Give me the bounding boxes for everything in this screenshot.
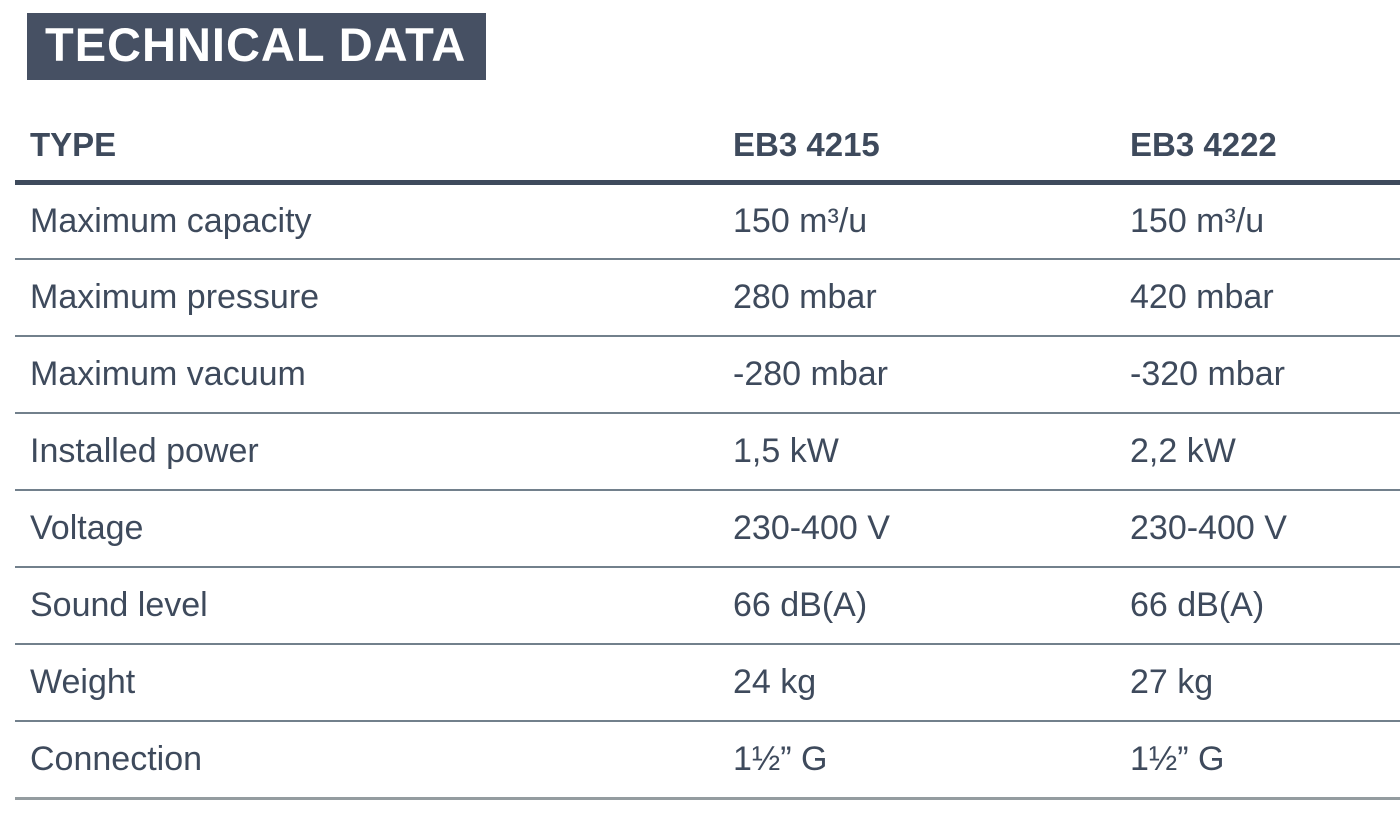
row-value-model-1: 66 dB(A)	[733, 567, 1130, 645]
row-label: Weight	[15, 644, 733, 722]
table-row: Maximum capacity 150 m³/u 150 m³/u	[15, 182, 1400, 260]
section-title: TECHNICAL DATA	[27, 13, 487, 80]
row-label: Sound level	[15, 567, 733, 645]
row-value-model-2: 66 dB(A)	[1130, 567, 1400, 645]
row-value-model-1: -280 mbar	[733, 336, 1130, 414]
row-label: Installed power	[15, 413, 733, 491]
row-value-model-1: 24 kg	[733, 644, 1130, 722]
column-header-type: TYPE	[15, 110, 733, 185]
row-value-model-1: 1,5 kW	[733, 413, 1130, 491]
row-value-model-2: 27 kg	[1130, 644, 1400, 722]
row-value-model-2: 420 mbar	[1130, 259, 1400, 337]
table-row: Installed power 1,5 kW 2,2 kW	[15, 413, 1400, 491]
row-label: Connection	[15, 721, 733, 800]
technical-data-table: TYPE EB3 4215 EB3 4222 Maximum capacity 1…	[15, 110, 1400, 800]
header-row: TYPE EB3 4215 EB3 4222	[15, 110, 1400, 185]
row-label: Maximum capacity	[15, 182, 733, 260]
row-value-model-1: 150 m³/u	[733, 182, 1130, 260]
row-value-model-2: 1½” G	[1130, 721, 1400, 800]
column-header-model-2: EB3 4222	[1130, 110, 1400, 185]
table-row: Maximum vacuum -280 mbar -320 mbar	[15, 336, 1400, 414]
row-value-model-1: 230-400 V	[733, 490, 1130, 568]
table-row: Sound level 66 dB(A) 66 dB(A)	[15, 567, 1400, 645]
row-value-model-2: 150 m³/u	[1130, 182, 1400, 260]
table-row: Maximum pressure 280 mbar 420 mbar	[15, 259, 1400, 337]
table-row: Weight 24 kg 27 kg	[15, 644, 1400, 722]
row-value-model-1: 280 mbar	[733, 259, 1130, 337]
table-row: Voltage 230-400 V 230-400 V	[15, 490, 1400, 568]
row-value-model-2: 2,2 kW	[1130, 413, 1400, 491]
column-header-model-1: EB3 4215	[733, 110, 1130, 185]
row-value-model-2: -320 mbar	[1130, 336, 1400, 414]
row-value-model-1: 1½” G	[733, 721, 1130, 800]
row-value-model-2: 230-400 V	[1130, 490, 1400, 568]
row-label: Maximum vacuum	[15, 336, 733, 414]
table-header: TYPE EB3 4215 EB3 4222	[15, 110, 1400, 185]
table-body: Maximum capacity 150 m³/u 150 m³/u Maximum …	[15, 182, 1400, 800]
row-label: Voltage	[15, 490, 733, 568]
row-label: Maximum pressure	[15, 259, 733, 337]
table-row: Connection 1½” G 1½” G	[15, 721, 1400, 800]
